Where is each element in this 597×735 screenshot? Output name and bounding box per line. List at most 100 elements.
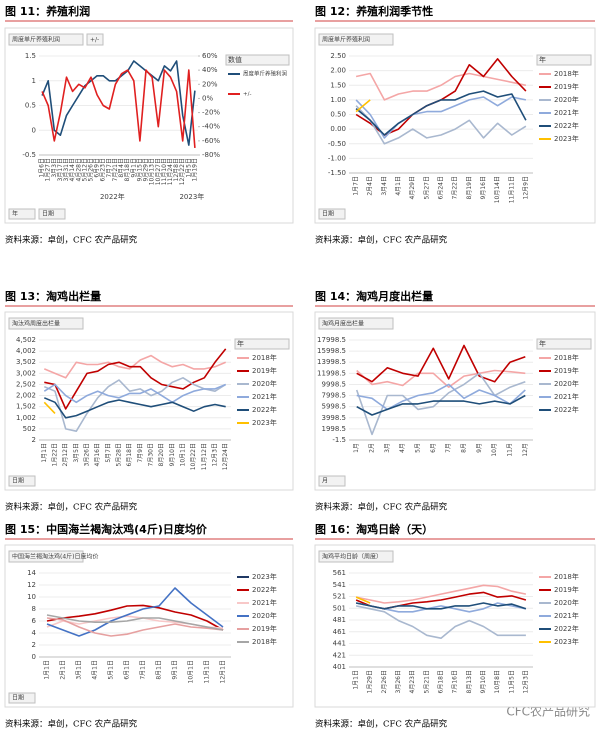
filter-button[interactable] <box>318 208 346 220</box>
subtitle-box <box>8 317 84 330</box>
x-tick-label: 11月10日 <box>161 158 168 185</box>
y-tick-label: 13998.5 <box>317 358 346 366</box>
series-line <box>41 69 196 148</box>
y-tick-label: 0 <box>32 126 36 134</box>
series-line <box>355 596 371 604</box>
x-tick-label: 3月31日 <box>63 158 70 181</box>
series-line <box>44 348 227 410</box>
filter-label: 日期 <box>322 210 334 218</box>
filter-button[interactable] <box>38 208 66 220</box>
x-tick-label: 10月1日 <box>180 443 187 466</box>
y-tick-label: 3998.5 <box>322 414 347 422</box>
figure-title: 图 15：中国海兰褐淘汰鸡(4斤)日度均价 <box>5 522 208 536</box>
subtitle-box <box>318 33 394 46</box>
y-tick-label: 10 <box>27 593 36 601</box>
y-tick-label: 0.50 <box>330 111 346 119</box>
y-tick-label: 561 <box>333 569 346 577</box>
x-tick-label: 6月1日 <box>124 660 131 680</box>
y-tick-label: 8 <box>32 605 36 613</box>
y-tick-label: 2,502 <box>16 380 36 388</box>
figure-title: 图 16：淘鸡日龄（天） <box>315 522 433 536</box>
legend-label: 2018年 <box>252 637 277 646</box>
x-tick-label: 8月 <box>461 443 468 453</box>
legend-label: 2021年 <box>252 392 277 401</box>
y-tick-label: 0.00 <box>330 125 346 133</box>
chart-subtitle: 中国海兰褐淘汰鸡(4斤)日度均价 <box>12 553 99 561</box>
x-tick-label: 9月10日 <box>480 670 487 693</box>
legend-label: 2023年 <box>554 637 579 646</box>
x-tick-label: 10月14日 <box>494 176 501 203</box>
series-line <box>46 617 224 637</box>
x-tick-label: 11月11日 <box>508 176 515 203</box>
x-tick-label: 8月1日 <box>156 660 163 680</box>
x-tick-label: 2月 <box>369 443 376 453</box>
legend-title: 年 <box>539 339 546 348</box>
filter-button[interactable] <box>8 208 36 220</box>
y-tick-label: 3,502 <box>16 358 36 366</box>
x-group-label: 2022年 <box>100 192 125 201</box>
figure-title: 图 12：养殖利润季节性 <box>315 4 433 18</box>
subtitle-box <box>8 33 84 46</box>
x-tick-label: 1月6日 <box>39 158 46 178</box>
x-tick-label: 9月29日 <box>143 158 150 181</box>
filter-button[interactable] <box>318 475 346 487</box>
x-tick-label: 4月14日 <box>69 158 76 181</box>
figure-title: 图 14：淘鸡月度出栏量 <box>315 289 433 303</box>
filter-button[interactable] <box>8 475 36 487</box>
source-note: 资料来源：卓创，CFC 农产品研究 <box>315 502 448 513</box>
series-line <box>356 383 526 411</box>
x-tick-label: 5月21日 <box>423 670 430 693</box>
series-line <box>355 90 527 136</box>
x-tick-label: 8月18日 <box>124 158 131 181</box>
legend-label: 2020年 <box>252 379 277 388</box>
x-tick-label: 12月 <box>522 443 529 457</box>
top-button-label: +/- <box>90 37 99 44</box>
x-tick-label: 12月9日 <box>522 176 529 199</box>
x-tick-label: 8月13日 <box>466 670 473 693</box>
y2-tick-label: 0% <box>202 94 213 102</box>
x-tick-label: 1月29日 <box>367 670 374 693</box>
y-tick-label: 441 <box>333 640 346 648</box>
y-tick-label: 4,502 <box>16 336 36 344</box>
series-line <box>355 99 371 113</box>
series-line <box>43 377 227 432</box>
x-tick-label: 7月22日 <box>452 176 459 199</box>
y-tick-label: -0.5 <box>22 151 36 159</box>
y-tick-label: -1.00 <box>328 154 346 162</box>
legend-label: 周度单斤养殖利润 <box>243 70 288 78</box>
chart-subtitle: 淘汰鸡周度出栏量 <box>12 320 60 328</box>
x-tick-label: 3月4日 <box>381 176 388 196</box>
x-tick-label: 3月3日 <box>51 158 58 178</box>
filter-label: 年 <box>12 210 18 218</box>
chart-subtitle: 周度单斤养殖利润 <box>322 36 370 44</box>
x-tick-label: 9月1日 <box>130 158 137 178</box>
series-line <box>43 401 56 414</box>
series-line <box>356 369 526 388</box>
x-tick-label: 8月4日 <box>118 158 125 178</box>
x-tick-label: 2月4日 <box>367 176 374 196</box>
legend-title: 年 <box>237 339 244 348</box>
y-tick-label: 461 <box>333 628 346 636</box>
y-tick-label: 1998.5 <box>322 425 347 433</box>
series-line <box>355 105 527 145</box>
x-tick-label: 1月22日 <box>52 443 59 466</box>
filter-button[interactable] <box>8 692 36 704</box>
subtitle-box <box>318 550 394 563</box>
legend-label: 2022年 <box>554 121 579 130</box>
x-tick-label: 5月28日 <box>116 443 123 466</box>
x-tick-label: 1月27日 <box>45 158 52 181</box>
series-line <box>43 397 226 419</box>
legend-label: 2020年 <box>252 611 277 620</box>
legend-label: 2019年 <box>252 624 277 633</box>
y-tick-label: 17998.5 <box>317 336 346 344</box>
x-tick-label: 5月26日 <box>87 158 94 181</box>
x-group-label: 2023年 <box>179 192 204 201</box>
legend-label: 2018年 <box>554 69 579 78</box>
y-tick-label: -1.5 <box>332 436 346 444</box>
y2-tick-label: 20% <box>202 80 218 88</box>
y-tick-label: 12 <box>27 581 36 589</box>
x-tick-label: 12月3日 <box>522 670 529 693</box>
legend-label: 2019年 <box>554 585 579 594</box>
legend-label: 2021年 <box>554 108 579 117</box>
x-tick-label: 5月1日 <box>108 660 115 680</box>
